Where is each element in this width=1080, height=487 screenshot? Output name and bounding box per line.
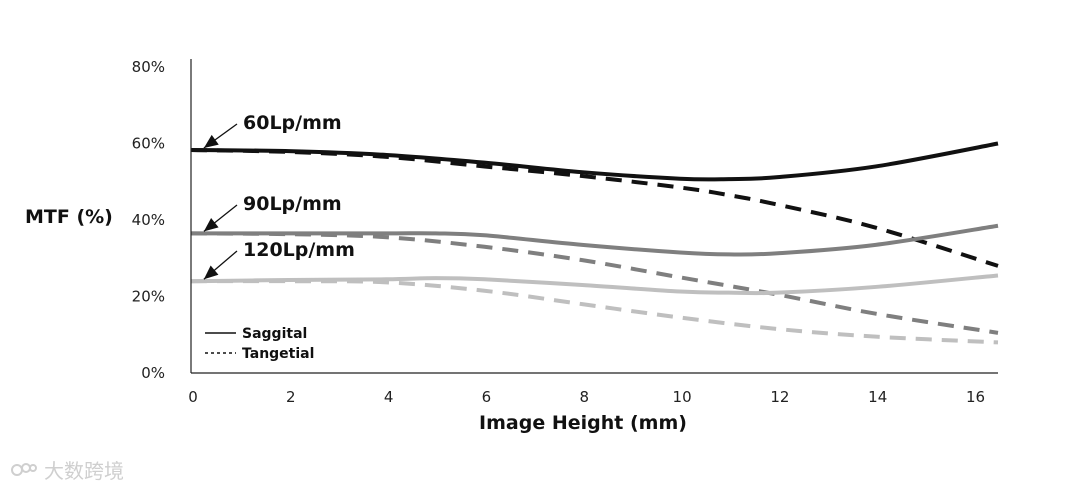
series-120lp-mm-saggital bbox=[190, 273, 999, 296]
legend: Saggital Tangetial bbox=[205, 326, 314, 362]
x-tick-label: 6 bbox=[482, 388, 492, 406]
x-tick-label: 2 bbox=[286, 388, 296, 406]
series-label: 120Lp/mm bbox=[243, 239, 355, 261]
series-label: 90Lp/mm bbox=[243, 193, 342, 215]
x-tick-label: 12 bbox=[770, 388, 789, 406]
y-tick-label: 40% bbox=[132, 211, 165, 229]
annotation-arrowhead-icon bbox=[203, 217, 219, 232]
y-tick-label: 80% bbox=[132, 58, 165, 76]
series-90lp-mm-saggital bbox=[191, 223, 999, 257]
y-tick-label: 0% bbox=[141, 364, 165, 382]
watermark: 大数跨境 bbox=[10, 455, 124, 484]
y-tick-label: 20% bbox=[132, 288, 165, 306]
x-tick-label: 4 bbox=[384, 388, 394, 406]
series-120lp-mm-tangetial bbox=[190, 279, 999, 345]
annotation-arrowhead-icon bbox=[203, 134, 219, 149]
x-tick-label: 14 bbox=[868, 388, 887, 406]
y-axis-title: MTF (%) bbox=[25, 206, 113, 228]
legend-tangetial-label: Tangetial bbox=[242, 346, 314, 362]
x-tick-label: 8 bbox=[579, 388, 589, 406]
x-tick-label: 0 bbox=[188, 388, 198, 406]
watermark-text: 大数跨境 bbox=[44, 459, 124, 483]
y-tick-label: 60% bbox=[132, 135, 165, 153]
x-tick-label: 16 bbox=[966, 388, 985, 406]
legend-saggital-label: Saggital bbox=[242, 326, 307, 342]
series-label: 60Lp/mm bbox=[243, 112, 342, 134]
x-tick-label: 10 bbox=[673, 388, 692, 406]
annotation-arrowhead-icon bbox=[203, 265, 219, 280]
x-axis-title: Image Height (mm) bbox=[479, 412, 687, 434]
watermark-logo-icon bbox=[11, 462, 37, 476]
series-60lp-mm-saggital bbox=[190, 141, 999, 182]
